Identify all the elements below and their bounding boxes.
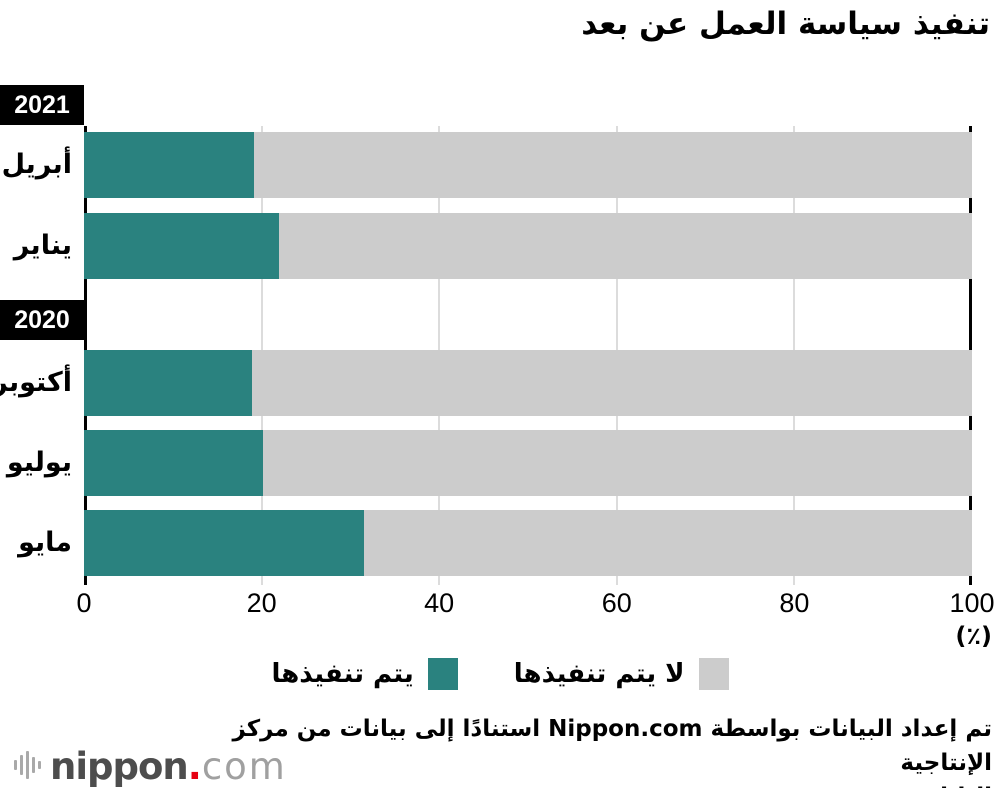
logo-text-nippon: nippon xyxy=(50,745,189,788)
bar-segment-implemented xyxy=(84,430,264,496)
x-tick-label-60: 60 xyxy=(601,588,632,618)
legend-swatch xyxy=(698,658,729,690)
category-label: مايو xyxy=(18,527,72,558)
category-label: أبريل xyxy=(1,149,72,180)
category-label: يناير xyxy=(13,230,72,261)
legend: لا يتم تنفيذها يتم تنفيذها xyxy=(0,658,1000,690)
bar-segment-not-implemented xyxy=(254,132,972,198)
bar-segment-not-implemented xyxy=(251,350,972,416)
x-tick-label-20: 20 xyxy=(246,588,277,618)
year-header-2020: 2020 xyxy=(0,300,84,340)
category-label: أكتوبر xyxy=(0,367,72,398)
logo-dot: . xyxy=(187,745,202,788)
legend-label: يتم تنفيذها xyxy=(271,659,414,689)
legend-label: لا يتم تنفيذها xyxy=(513,659,685,689)
plot-area xyxy=(84,126,972,585)
bar-segment-not-implemented xyxy=(263,430,972,496)
x-tick-label-80: 80 xyxy=(779,588,810,618)
year-header-2021: 2021 xyxy=(0,85,84,125)
nippon-logo: nippon . com xyxy=(14,744,287,786)
bar-segment-implemented xyxy=(84,510,364,576)
bar-segment-implemented xyxy=(84,213,280,279)
chart-title: تنفيذ سياسة العمل عن بعد xyxy=(581,6,990,42)
logo-text-com: com xyxy=(201,745,287,788)
bar-segment-implemented xyxy=(84,132,255,198)
nippon-logo-bars-icon xyxy=(14,748,41,782)
bar-row xyxy=(84,132,972,198)
category-label: يوليو xyxy=(6,447,72,478)
bar-row xyxy=(84,430,972,496)
x-tick-label-0: 0 xyxy=(76,588,92,618)
bar-segment-not-implemented xyxy=(363,510,972,576)
legend-item: لا يتم تنفيذها xyxy=(514,658,729,690)
source-note: تم إعداد البيانات بواسطة Nippon.com استن… xyxy=(232,716,992,788)
percent-unit-label: (٪) xyxy=(955,622,992,650)
x-tick-label-100: 100 xyxy=(949,588,995,618)
bar-row xyxy=(84,213,972,279)
legend-swatch xyxy=(427,658,458,690)
bar-row xyxy=(84,350,972,416)
bar-segment-not-implemented xyxy=(279,213,972,279)
legend-item: يتم تنفيذها xyxy=(271,658,458,690)
bar-row xyxy=(84,510,972,576)
x-tick-label-40: 40 xyxy=(424,588,455,618)
bar-segment-implemented xyxy=(84,350,252,416)
